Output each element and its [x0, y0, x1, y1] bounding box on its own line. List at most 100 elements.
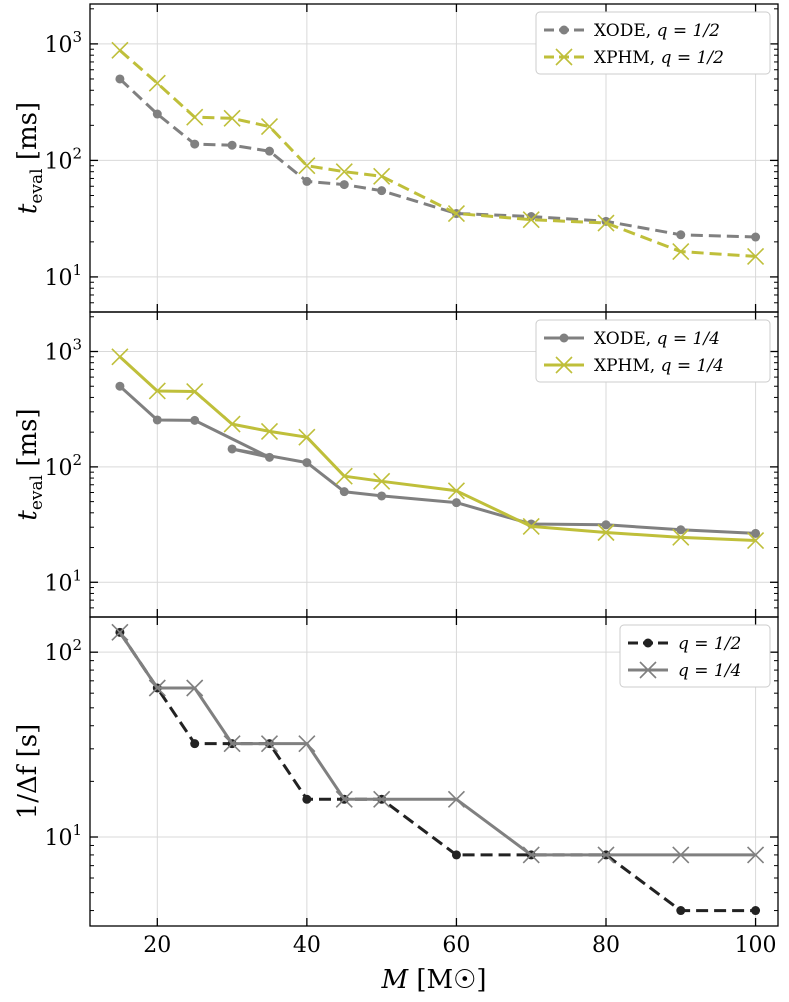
data-point-x	[522, 517, 540, 535]
data-point-x	[373, 472, 391, 490]
x-axis-title: M [M☉]	[380, 965, 486, 995]
x-tick-label: 60	[442, 933, 470, 958]
y-tick-label: 101	[44, 821, 82, 851]
text-part: 1/Δf	[13, 757, 43, 819]
data-point-dot	[302, 458, 312, 468]
data-point-x	[746, 531, 765, 550]
data-point-dot	[227, 444, 237, 454]
text-part: XODE,	[594, 21, 657, 41]
data-point-dot	[676, 906, 686, 916]
legend-marker-dot	[559, 25, 569, 35]
data-point-x	[672, 243, 690, 261]
axes-frame	[89, 616, 779, 927]
legend-marker-dot	[559, 333, 569, 343]
y-tick-label: 102	[44, 636, 82, 666]
text-part: q = 1/2	[678, 634, 741, 654]
x-tick-label: 40	[293, 933, 321, 958]
legend-label: q = 1/2	[678, 634, 741, 654]
data-point-dot	[601, 520, 611, 530]
data-point-x	[260, 118, 279, 136]
text-part: q = 1/4	[661, 356, 724, 376]
data-point-x	[672, 846, 690, 864]
legend-label: XPHM, q = 1/4	[594, 356, 724, 376]
y-tick-label: 101	[44, 566, 82, 596]
data-point-dot	[339, 180, 349, 190]
data-point-dot	[264, 452, 274, 462]
text-part: 10	[44, 456, 72, 481]
minor-ticks	[90, 660, 778, 912]
data-point-x	[260, 735, 279, 753]
text-part: q = 1/4	[678, 661, 741, 681]
y-axis-title: teval [ms]	[13, 408, 47, 520]
minor-ticks	[90, 316, 778, 609]
data-point-x	[672, 528, 690, 546]
data-point-x	[111, 348, 129, 366]
data-point-dot	[751, 528, 761, 538]
data-point-x	[186, 679, 204, 697]
text-part: 10	[44, 641, 72, 666]
data-point-x	[298, 157, 316, 175]
text-part: q = 1/2	[657, 21, 720, 41]
x-ticks	[156, 4, 757, 312]
x-ticks: 20 40 60 80 100	[143, 617, 777, 958]
data-point-x	[373, 790, 391, 808]
data-point-dot	[152, 415, 162, 425]
data-point-dot	[676, 525, 686, 535]
minor-ticks	[90, 8, 778, 304]
text-part: 1	[72, 821, 82, 839]
data-point-dot	[339, 487, 349, 497]
text-part: 3	[72, 336, 82, 354]
data-point-x	[223, 415, 241, 433]
y-tick-label: 102	[44, 144, 82, 174]
data-point-dot	[451, 498, 461, 508]
text-part: [ms]	[13, 102, 43, 169]
data-point-dot	[190, 415, 200, 425]
data-point-x	[522, 211, 540, 229]
data-point-dot	[676, 230, 686, 240]
data-point-dot	[377, 186, 387, 196]
text-part: 10	[44, 149, 72, 174]
text-part: XODE,	[594, 329, 657, 349]
data-point-dot	[377, 491, 387, 501]
data-point-x	[260, 422, 279, 440]
data-point-x	[335, 467, 353, 485]
text-part: 1	[72, 261, 82, 279]
data-point-dot	[115, 381, 125, 391]
text-part: eval	[27, 168, 47, 203]
text-part: 10	[44, 826, 72, 851]
legend-marker-x	[555, 356, 573, 374]
text-part: q = 1/2	[661, 48, 724, 68]
data-point-x	[111, 41, 129, 59]
y-tick-label: 101	[44, 261, 82, 291]
text-part: 1	[72, 566, 82, 584]
data-point-dot	[302, 794, 312, 804]
data-point-x	[373, 167, 391, 185]
legend-label: XODE, q = 1/2	[594, 21, 720, 41]
data-point-x	[335, 790, 353, 808]
text-part: 2	[72, 451, 82, 469]
y-tick-label: 102	[44, 451, 82, 481]
legend-box	[535, 11, 771, 75]
text-part: 3	[72, 28, 82, 46]
text-part: XPHM,	[594, 48, 661, 68]
data-point-x	[148, 382, 166, 400]
data-point-x	[298, 428, 316, 446]
data-point-x	[447, 204, 466, 223]
legend-marker-dot	[643, 638, 653, 648]
x-tick-label: 100	[735, 933, 777, 958]
data-point-x	[335, 163, 353, 181]
data-point-x	[746, 247, 765, 265]
legend-marker-x	[555, 48, 573, 66]
text-part: q = 1/4	[657, 329, 720, 349]
data-point-dot	[302, 176, 312, 186]
x-tick-label: 80	[592, 933, 620, 958]
series-group	[111, 348, 765, 550]
